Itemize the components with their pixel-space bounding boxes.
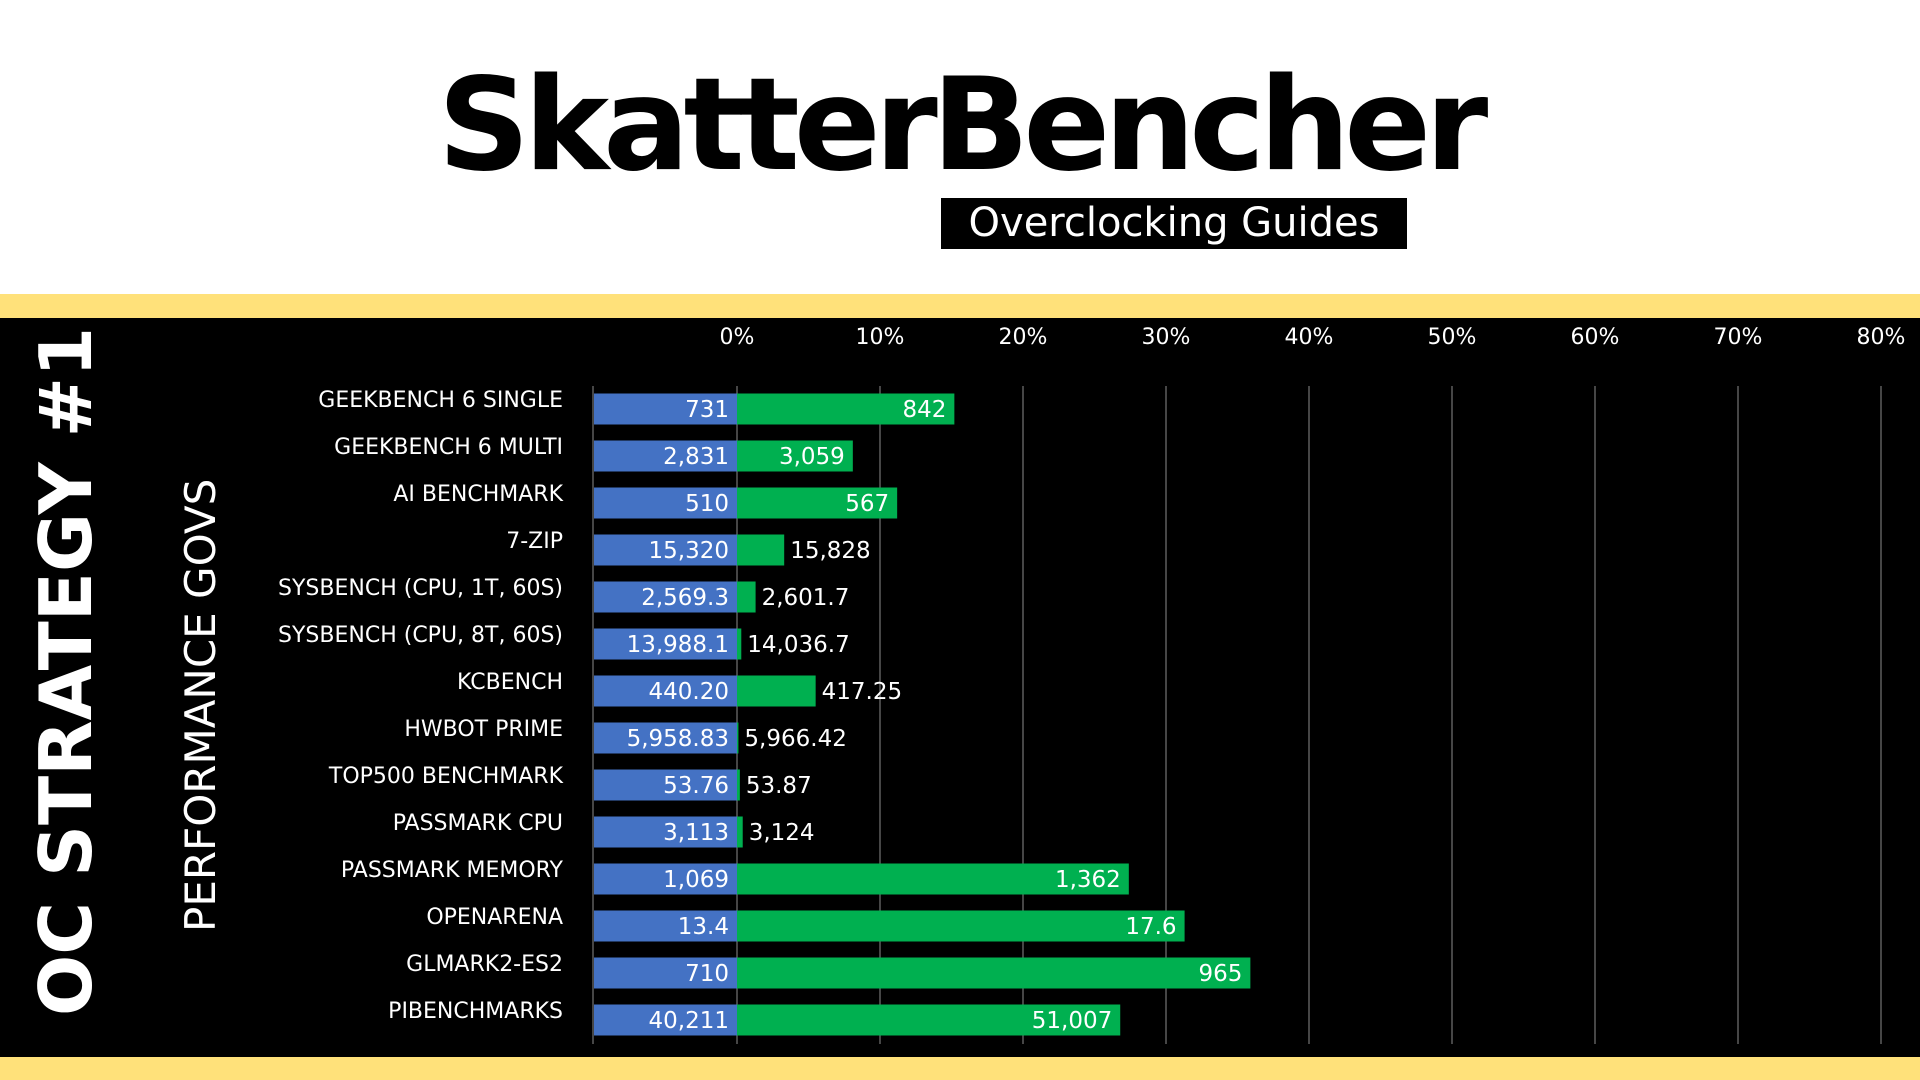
- oc-bar: [737, 675, 816, 707]
- category-label: PIBENCHMARKS: [388, 999, 563, 1024]
- oc-value-label: 417.25: [822, 679, 902, 705]
- category-label: SYSBENCH (CPU, 8T, 60S): [278, 623, 563, 648]
- x-tick-label: 20%: [999, 325, 1048, 350]
- oc-bar: [737, 628, 742, 660]
- x-tick-label: 10%: [856, 325, 905, 350]
- category-label: GEEKBENCH 6 MULTI: [334, 435, 563, 460]
- oc-value-label: 51,007: [1032, 1008, 1112, 1034]
- oc-bar: [737, 863, 1129, 895]
- oc-bar: [737, 769, 740, 801]
- category-label: SYSBENCH (CPU, 1T, 60S): [278, 576, 563, 601]
- baseline-value-label: 40,211: [649, 1008, 729, 1034]
- category-label: OPENARENA: [426, 905, 563, 930]
- baseline-value-label: 15,320: [649, 538, 729, 564]
- oc-value-label: 1,362: [1055, 867, 1121, 893]
- oc-bar: [737, 440, 853, 472]
- oc-value-label: 17.6: [1125, 914, 1176, 940]
- baseline-value-label: 13.4: [678, 914, 729, 940]
- baseline-value-label: 2,831: [663, 444, 729, 470]
- baseline-bar: [594, 957, 737, 989]
- baseline-value-label: 2,569.3: [641, 585, 729, 611]
- baseline-bar: [594, 581, 737, 613]
- oc-bar: [737, 534, 785, 566]
- oc-bar: [737, 910, 1185, 942]
- category-label: PASSMARK MEMORY: [341, 858, 564, 883]
- category-label: TOP500 BENCHMARK: [328, 764, 564, 789]
- baseline-bar: [594, 863, 737, 895]
- x-tick-label: 50%: [1428, 325, 1477, 350]
- category-label: KCBENCH: [457, 670, 563, 695]
- oc-value-label: 3,059: [779, 444, 845, 470]
- oc-value-label: 567: [845, 491, 889, 517]
- baseline-value-label: 3,113: [663, 820, 729, 846]
- category-label: HWBOT PRIME: [404, 717, 563, 742]
- baseline-bar: [594, 534, 737, 566]
- baseline-value-label: 53.76: [663, 773, 729, 799]
- oc-value-label: 5,966.42: [744, 726, 846, 752]
- oc-value-label: 965: [1198, 961, 1242, 987]
- oc-bar: [737, 581, 756, 613]
- baseline-value-label: 440.20: [649, 679, 729, 705]
- x-tick-label: 80%: [1857, 325, 1906, 350]
- oc-bar: [737, 1004, 1121, 1036]
- oc-bar: [737, 487, 898, 519]
- x-tick-label: 70%: [1714, 325, 1763, 350]
- baseline-value-label: 510: [685, 491, 729, 517]
- top-band: [0, 294, 1920, 318]
- baseline-value-label: 1,069: [663, 867, 729, 893]
- oc-value-label: 842: [902, 397, 946, 423]
- baseline-value-label: 13,988.1: [627, 632, 729, 658]
- oc-value-label: 15,828: [790, 538, 870, 564]
- x-tick-label: 0%: [720, 325, 755, 350]
- oc-value-label: 2,601.7: [762, 585, 850, 611]
- x-tick-label: 60%: [1571, 325, 1620, 350]
- baseline-value-label: 731: [685, 397, 729, 423]
- baseline-bar: [594, 487, 737, 519]
- baseline-bar: [594, 769, 737, 801]
- oc-bar: [737, 957, 1251, 989]
- brand-logo-subtitle: Overclocking Guides: [941, 198, 1407, 249]
- oc-value-label: 53.87: [746, 773, 812, 799]
- oc-bar: [737, 393, 955, 425]
- category-label: GLMARK2-ES2: [406, 952, 563, 977]
- x-tick-label: 40%: [1285, 325, 1334, 350]
- baseline-bar: [594, 628, 737, 660]
- baseline-value-label: 710: [685, 961, 729, 987]
- oc-bar: [737, 816, 743, 848]
- header: SkatterBencher Overclocking Guides: [0, 0, 1920, 294]
- baseline-bar: [594, 816, 737, 848]
- baseline-bar: [594, 440, 737, 472]
- category-label: GEEKBENCH 6 SINGLE: [318, 388, 563, 413]
- brand-logo-title: SkatterBencher: [437, 51, 1488, 200]
- category-label: 7-ZIP: [506, 529, 563, 554]
- baseline-bar: [594, 1004, 737, 1036]
- category-label: AI BENCHMARK: [393, 482, 563, 507]
- baseline-bar: [594, 910, 737, 942]
- baseline-bar: [594, 393, 737, 425]
- category-label: PASSMARK CPU: [393, 811, 563, 836]
- x-tick-label: 30%: [1142, 325, 1191, 350]
- baseline-value-label: 5,958.83: [627, 726, 729, 752]
- baseline-bar: [594, 675, 737, 707]
- baseline-bar: [594, 722, 737, 754]
- oc-value-label: 3,124: [749, 820, 815, 846]
- oc-value-label: 14,036.7: [747, 632, 849, 658]
- bottom-band: [0, 1057, 1920, 1080]
- oc-bar: [737, 722, 739, 754]
